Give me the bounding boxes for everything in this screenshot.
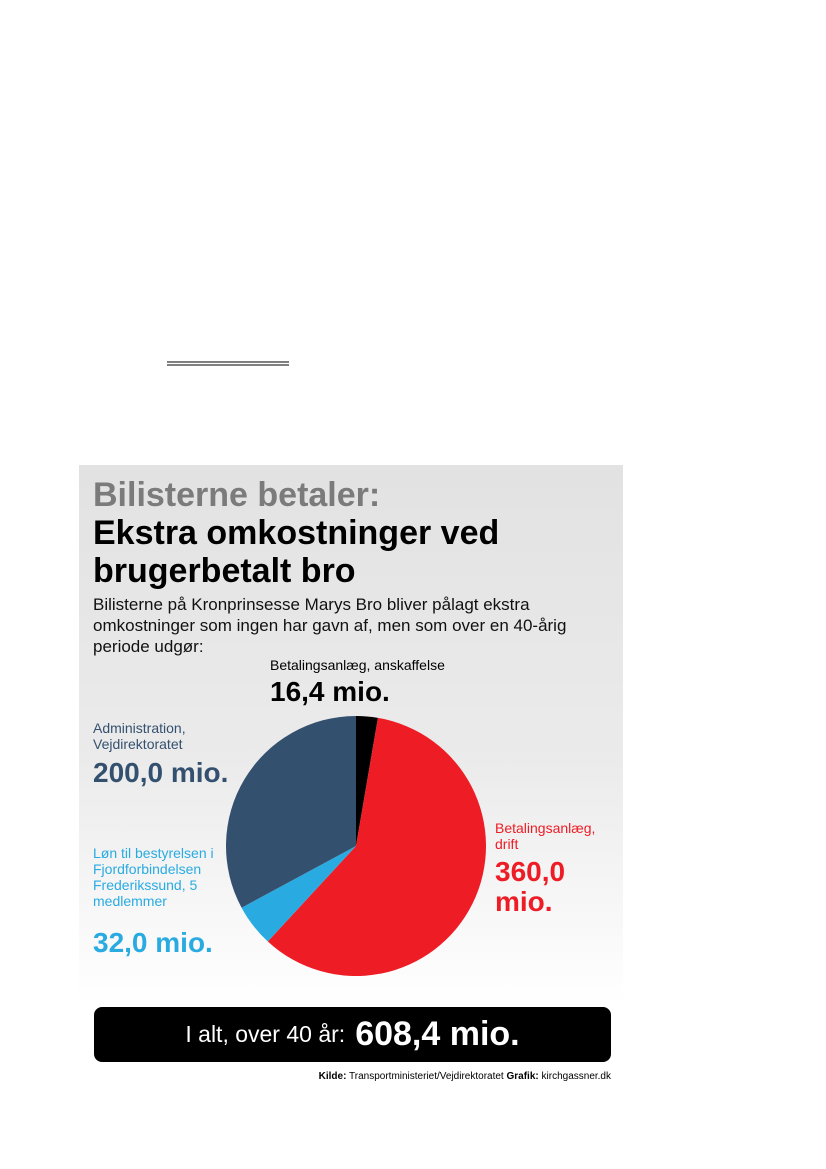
chart-title: Ekstra omkostninger ved brugerbetalt bro: [93, 514, 500, 590]
value-label: 360,0 mio.: [495, 856, 566, 917]
credit-text: kirchgassner.dk: [541, 1071, 611, 1082]
total-value: 608,4 mio.: [355, 1015, 520, 1053]
pie-slice: [356, 716, 378, 846]
category-label: Betalingsanlæg, drift: [495, 820, 596, 852]
value-label: 200,0 mio.: [93, 757, 229, 788]
kicker: Bilisterne betaler:: [93, 476, 381, 514]
pie-slice: [241, 846, 356, 942]
category-label: Administration, Vejdirektoratet: [93, 720, 186, 752]
pie-slice: [226, 716, 356, 908]
source: Kilde: Transportministeriet/Vejdirektora…: [319, 1071, 611, 1082]
total-bar: I alt, over 40 år: 608,4 mio.: [94, 1007, 611, 1062]
credit-label: Grafik:: [506, 1071, 539, 1082]
source-label: Kilde:: [318, 1071, 347, 1082]
category-label: Betalingsanlæg, anskaffelse: [270, 657, 445, 673]
subtitle: Bilisterne på Kronprinsesse Marys Bro bl…: [93, 595, 567, 656]
total-label: I alt, over 40 år:: [185, 1021, 346, 1047]
source-text: Transportministeriet/Vejdirektoratet: [349, 1071, 504, 1082]
category-label: Løn til bestyrelsen i Fjordforbindelsen …: [93, 845, 214, 909]
value-label: 16,4 mio.: [270, 676, 390, 707]
value-label: 32,0 mio.: [93, 927, 213, 958]
pie-slice: [267, 717, 486, 977]
